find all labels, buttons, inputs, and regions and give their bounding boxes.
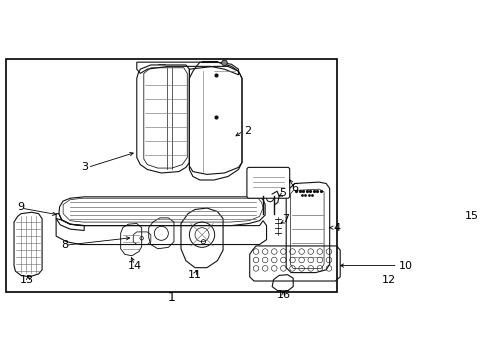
Text: 9: 9: [18, 202, 24, 212]
Text: 16: 16: [276, 290, 290, 300]
FancyBboxPatch shape: [246, 167, 289, 198]
Circle shape: [221, 60, 227, 66]
Text: 5: 5: [279, 188, 285, 198]
Text: 4: 4: [332, 223, 340, 233]
Text: 8: 8: [61, 240, 69, 250]
Text: 13: 13: [20, 275, 34, 285]
Text: 6: 6: [290, 183, 298, 193]
Text: 1: 1: [167, 291, 175, 304]
Text: 7: 7: [282, 214, 288, 224]
Text: 3: 3: [81, 162, 88, 172]
Text: 12: 12: [382, 275, 396, 285]
Text: 11: 11: [187, 270, 202, 280]
Text: 10: 10: [398, 261, 411, 271]
Text: 2: 2: [244, 126, 251, 136]
Text: 15: 15: [464, 211, 477, 221]
Text: 14: 14: [127, 261, 142, 271]
